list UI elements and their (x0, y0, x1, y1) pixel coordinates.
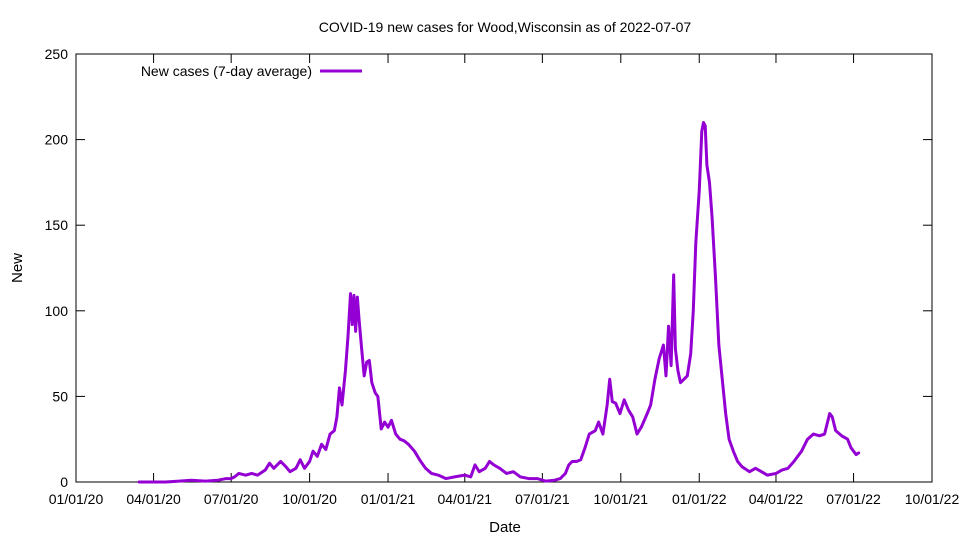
legend-label: New cases (7-day average) (141, 63, 312, 79)
x-tick-label: 10/01/21 (594, 491, 649, 507)
y-tick-label: 100 (45, 303, 69, 319)
y-tick-label: 250 (45, 46, 69, 62)
chart-title: COVID-19 new cases for Wood,Wisconsin as… (319, 19, 692, 35)
x-tick-label: 01/01/21 (361, 491, 416, 507)
x-tick-label: 04/01/21 (438, 491, 493, 507)
x-tick-label: 07/01/22 (826, 491, 881, 507)
y-axis: 0 50 100 150 200 250 (45, 46, 932, 490)
y-tick-label: 200 (45, 132, 69, 148)
x-axis-title: Date (489, 519, 521, 536)
plot-frame (75, 53, 933, 483)
x-tick-label: 07/01/20 (204, 491, 259, 507)
x-tick-label: 04/01/20 (126, 491, 181, 507)
y-tick-label: 50 (52, 388, 68, 404)
x-tick-label: 10/01/20 (282, 491, 337, 507)
y-tick-label: 150 (45, 217, 69, 233)
series-line-new-cases (137, 120, 861, 484)
legend: New cases (7-day average) (141, 63, 362, 79)
x-tick-label: 07/01/21 (515, 491, 570, 507)
y-axis-title: New (9, 253, 26, 283)
x-tick-label: 10/01/22 (905, 491, 960, 507)
x-tick-label: 01/01/20 (49, 491, 104, 507)
x-tick-label: 04/01/22 (749, 491, 804, 507)
x-tick-label: 01/01/22 (672, 491, 727, 507)
x-axis: 01/01/20 04/01/20 07/01/20 10/01/20 01/01/21… (49, 54, 960, 507)
y-tick-label: 0 (60, 474, 68, 490)
